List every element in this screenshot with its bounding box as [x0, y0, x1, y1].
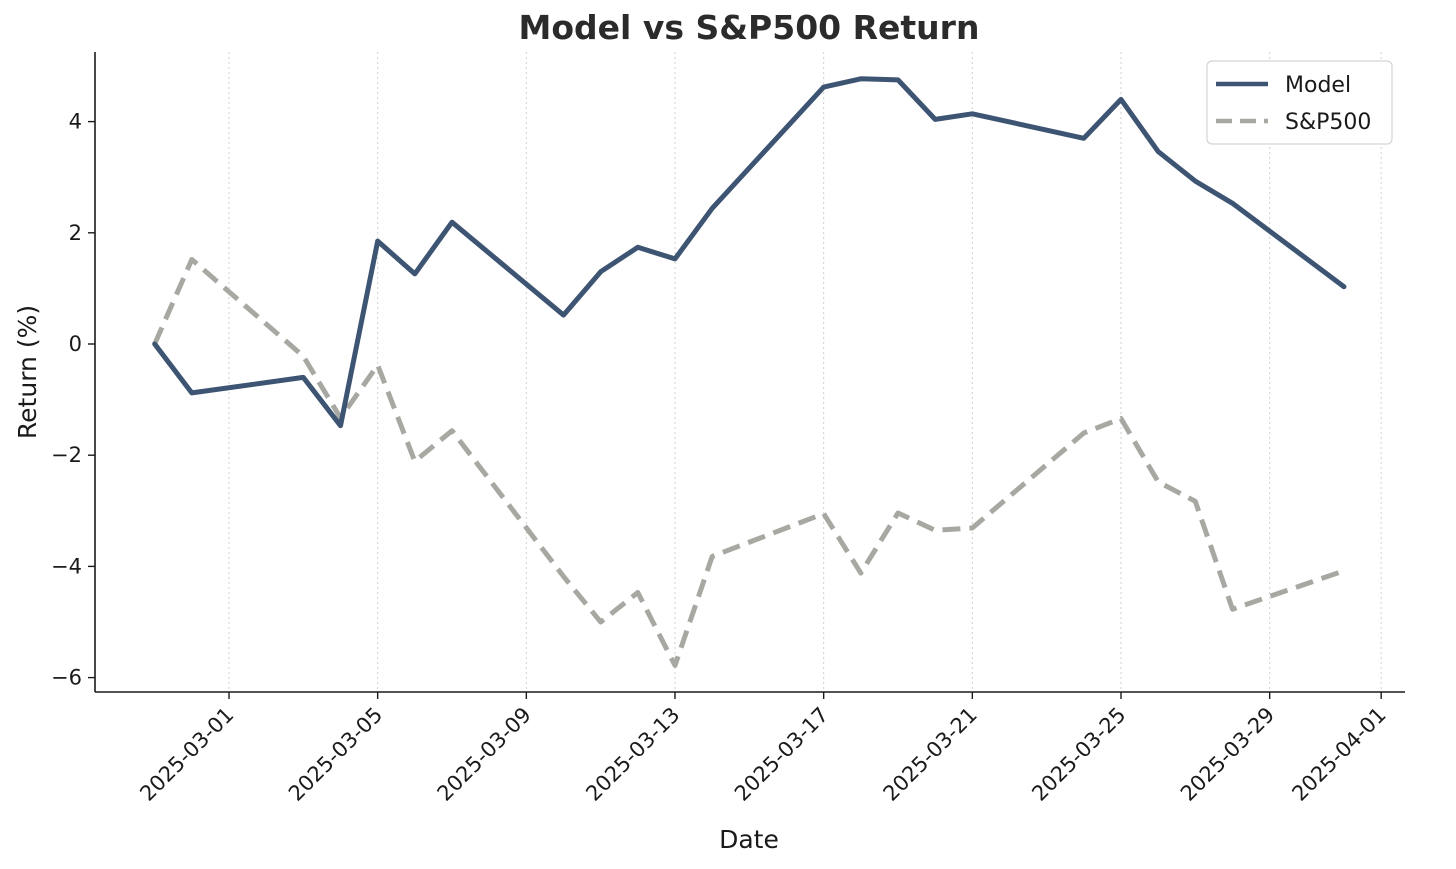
x-tick-label: 2025-03-25 [1027, 703, 1130, 806]
x-tick-label: 2025-03-09 [433, 703, 536, 806]
x-axis-title: Date [719, 825, 779, 854]
axes [94, 52, 1405, 693]
x-tick-label: 2025-03-05 [284, 703, 387, 806]
x-tick-label: 2025-03-01 [135, 703, 238, 806]
series-lines [152, 76, 1347, 668]
x-tick-label: 2025-03-21 [879, 703, 982, 806]
y-axis-title: Return (%) [13, 305, 42, 439]
y-tick-label: −6 [51, 666, 82, 690]
x-tick-label: 2025-03-17 [730, 703, 833, 806]
sp500-series-line [152, 257, 1345, 668]
grid-lines [228, 52, 1382, 692]
chart-title: Model vs S&P500 Return [519, 8, 980, 47]
y-tick-label: −4 [51, 554, 82, 578]
x-tick-label: 2025-03-29 [1176, 703, 1279, 806]
legend: Model S&P500 [1206, 60, 1393, 145]
ticks: 2025-03-01 2025-03-05 2025-03-09 2025-03-13… [51, 110, 1391, 806]
legend-model-label: Model [1285, 73, 1351, 98]
x-tick-label: 2025-04-01 [1287, 703, 1390, 806]
x-tick-label: 2025-03-13 [581, 703, 684, 806]
y-tick-label: 0 [69, 332, 82, 356]
y-tick-label: 4 [69, 110, 82, 134]
y-tick-label: 2 [69, 221, 82, 245]
model-series-line [152, 76, 1347, 429]
legend-sp500-label: S&P500 [1285, 110, 1371, 135]
y-tick-label: −2 [51, 443, 82, 467]
